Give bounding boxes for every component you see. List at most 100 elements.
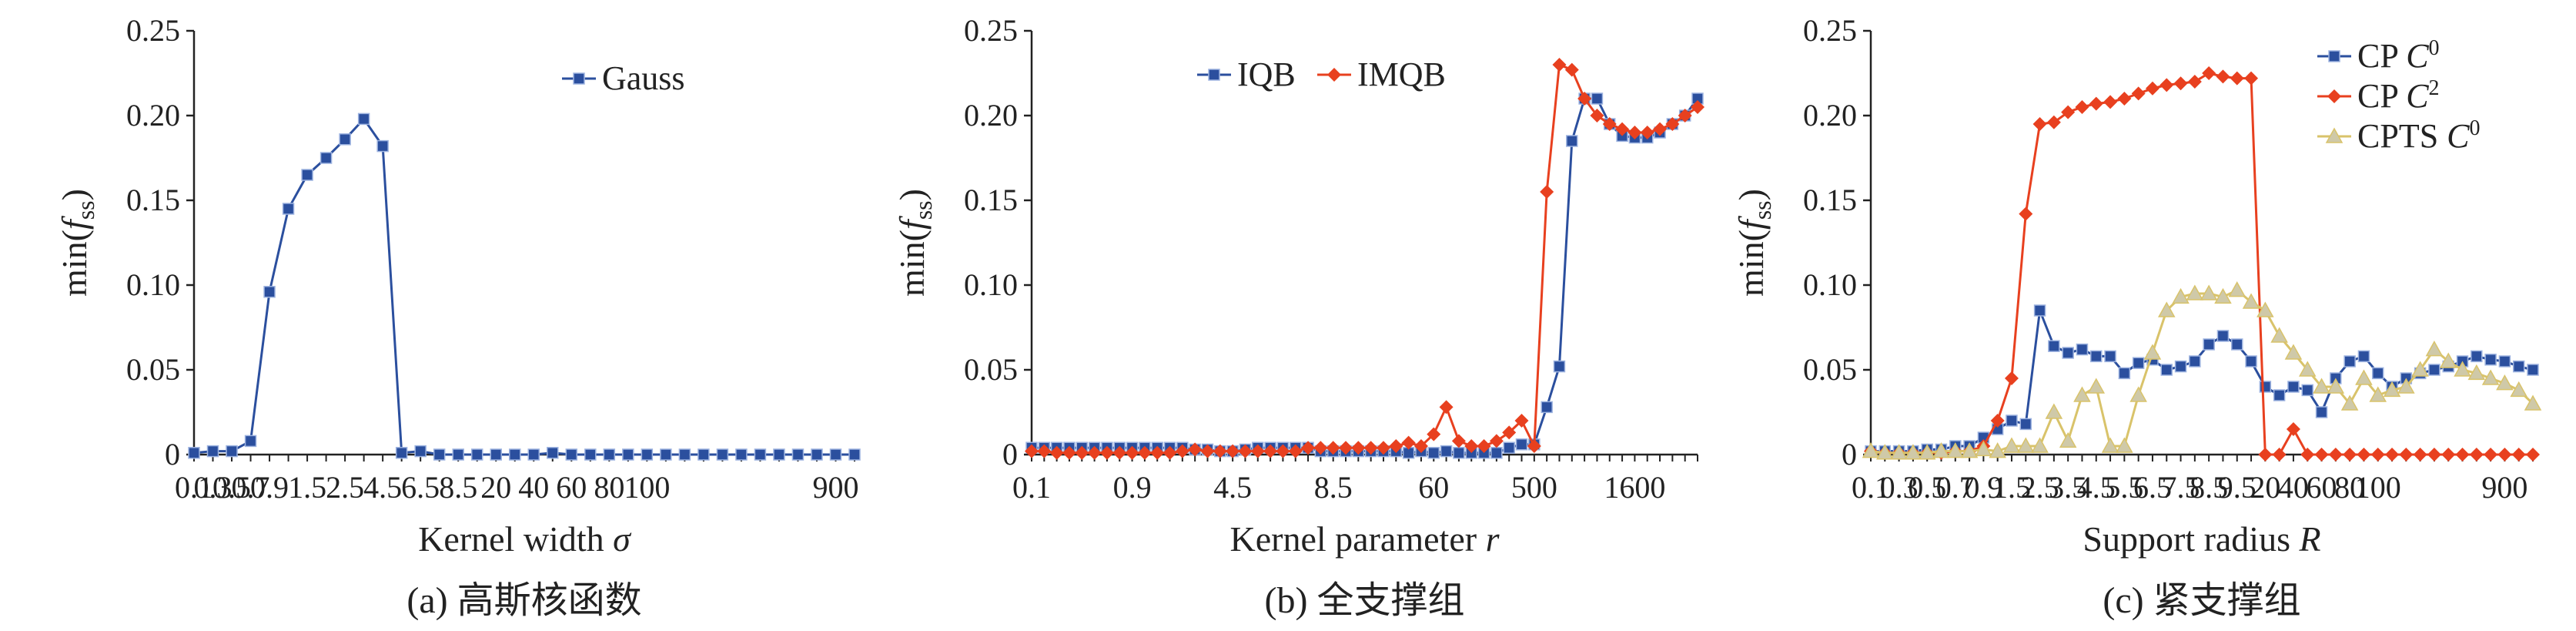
data-point xyxy=(2062,347,2074,359)
data-point xyxy=(1553,360,1566,373)
data-point xyxy=(811,448,823,461)
data-point xyxy=(2286,422,2300,436)
data-point xyxy=(206,445,219,458)
y-tick-label: 0.15 xyxy=(964,183,1018,217)
data-point xyxy=(2371,367,2384,380)
x-tick-label: 0.1 xyxy=(1012,470,1051,505)
data-point xyxy=(452,448,464,461)
data-point xyxy=(2411,361,2429,377)
data-point xyxy=(565,448,578,461)
x-tick-label: 6.5 xyxy=(2133,470,2172,505)
data-point xyxy=(1137,445,1152,460)
data-point xyxy=(2481,369,2500,385)
data-point xyxy=(1238,444,1253,458)
legend-swatch-marker xyxy=(2327,89,2341,103)
y-axis-label: min(fss) xyxy=(55,189,99,297)
data-point xyxy=(1960,442,1979,458)
data-point xyxy=(1125,445,1139,460)
legend-swatch-marker xyxy=(2328,50,2340,62)
legend-label: CP C0 xyxy=(2357,36,2440,75)
data-point xyxy=(2172,287,2190,304)
data-point xyxy=(2143,344,2162,360)
data-point xyxy=(2526,448,2540,462)
data-point xyxy=(1918,444,1936,460)
data-point xyxy=(1477,439,1491,453)
data-point xyxy=(2498,355,2511,368)
data-point xyxy=(2273,389,2286,401)
data-point xyxy=(2159,78,2174,92)
data-point xyxy=(1665,117,1680,131)
data-point xyxy=(678,448,691,461)
data-point xyxy=(2019,418,2032,431)
data-point xyxy=(2340,394,2359,411)
data-point xyxy=(2369,386,2387,402)
data-point xyxy=(1163,445,1177,460)
data-point xyxy=(2512,360,2525,373)
data-point xyxy=(1566,135,1578,147)
data-point xyxy=(2216,330,2230,342)
y-tick-label: 0.25 xyxy=(126,13,180,48)
y-tick-label: 0.20 xyxy=(126,98,180,133)
y-tick-label: 0.15 xyxy=(1803,183,1857,217)
data-point xyxy=(2214,287,2232,304)
data-point xyxy=(2357,350,2370,363)
series-c-2 xyxy=(1862,281,2542,460)
y-tick-label: 0.10 xyxy=(1803,267,1857,302)
x-tick-label: 4.5 xyxy=(1213,470,1252,505)
data-point xyxy=(2357,448,2371,462)
series-c-0 xyxy=(1865,304,2539,458)
data-point xyxy=(2511,448,2526,462)
data-point xyxy=(2117,92,2132,106)
x-tick-label: 1600 xyxy=(1604,470,1665,505)
data-point xyxy=(848,448,861,461)
data-point xyxy=(1975,440,1992,457)
data-point xyxy=(1602,117,1617,131)
data-point xyxy=(2469,448,2484,462)
x-axis-label: Support radius R xyxy=(2083,519,2320,559)
data-point xyxy=(2228,281,2246,297)
data-point xyxy=(2087,378,2106,394)
data-point xyxy=(1276,444,1290,458)
data-point xyxy=(1490,447,1503,459)
y-tick-label: 0.25 xyxy=(1803,13,1857,48)
y-tick-label: 0 xyxy=(1002,437,1018,472)
data-point xyxy=(2258,448,2273,462)
data-point xyxy=(2327,378,2345,394)
data-point xyxy=(1413,439,1428,453)
data-point xyxy=(2046,115,2061,129)
data-point xyxy=(660,448,672,461)
data-point xyxy=(1351,441,1366,455)
data-point xyxy=(2383,381,2401,398)
data-point xyxy=(2397,378,2415,394)
data-point xyxy=(1640,126,1654,139)
data-point xyxy=(2174,360,2187,373)
data-point xyxy=(2471,350,2483,363)
data-point xyxy=(1263,444,1278,458)
data-point xyxy=(1439,400,1454,415)
data-point xyxy=(1087,445,1102,460)
data-point xyxy=(1376,441,1390,455)
data-point xyxy=(2059,431,2077,448)
data-point xyxy=(1515,438,1528,451)
y-tick-label: 0 xyxy=(1842,437,1857,472)
data-point xyxy=(2103,95,2118,109)
x-tick-label: 80 xyxy=(594,470,624,505)
data-point xyxy=(1990,414,2005,428)
x-axis-label: Kernel parameter r xyxy=(1230,519,1500,559)
data-point xyxy=(1188,442,1203,457)
data-point xyxy=(1503,441,1515,454)
data-point xyxy=(2187,75,2202,89)
data-point xyxy=(188,447,200,459)
x-tick-label: 900 xyxy=(2481,470,2527,505)
x-tick-label: 20 xyxy=(480,470,511,505)
data-point xyxy=(2467,364,2486,381)
x-tick-label: 0.3 xyxy=(194,470,233,505)
series-a-0 xyxy=(188,112,861,461)
data-point xyxy=(2425,341,2444,357)
data-point xyxy=(1075,445,1089,460)
x-tick-label: 80 xyxy=(2334,470,2365,505)
data-point xyxy=(2527,364,2539,376)
data-point xyxy=(1389,439,1403,453)
data-point xyxy=(527,448,540,461)
series-line xyxy=(1871,310,2534,453)
